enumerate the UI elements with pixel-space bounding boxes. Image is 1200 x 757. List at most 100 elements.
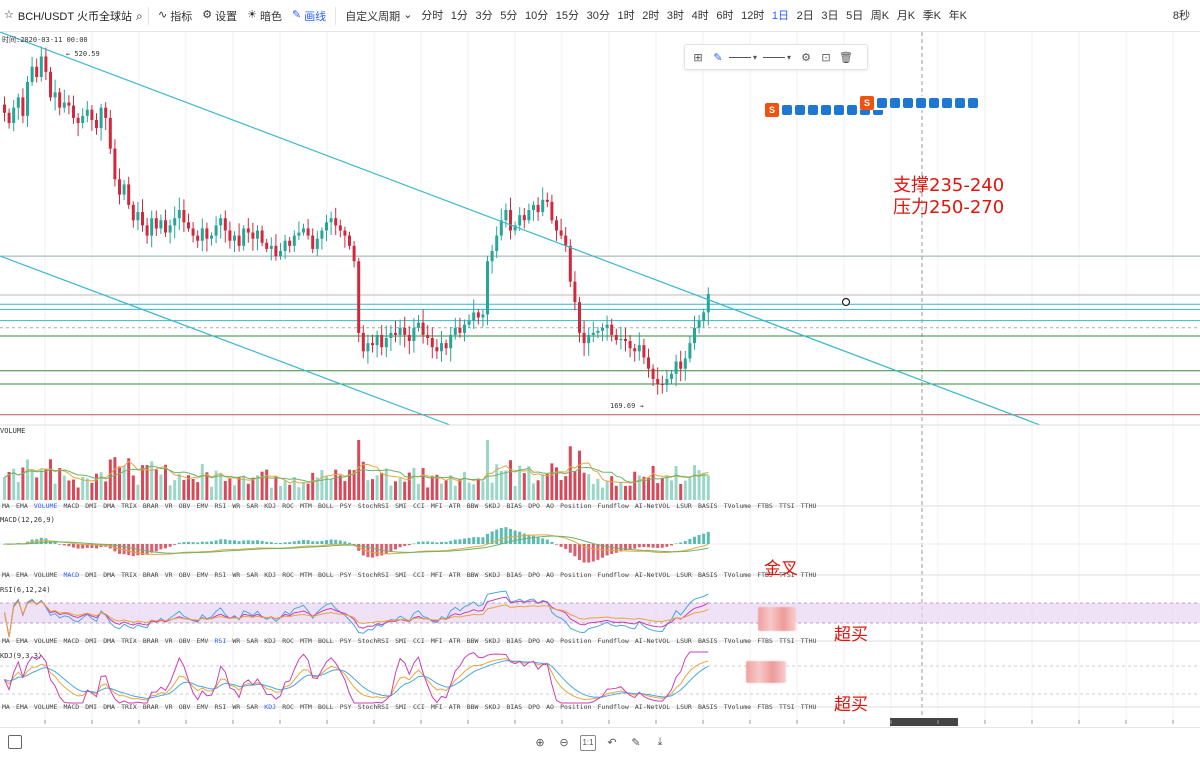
undo-icon[interactable]: ↶ — [607, 737, 617, 749]
interval-tab[interactable]: 年K — [948, 9, 967, 22]
interval-tab[interactable]: 12时 — [741, 9, 765, 22]
macd-histogram-bar — [509, 528, 512, 544]
interval-tab[interactable]: 1分 — [450, 9, 468, 22]
candle-body — [242, 228, 246, 246]
indicator-tab: TVolume — [724, 502, 751, 510]
volume-bar — [601, 487, 604, 500]
pen-tool-icon[interactable]: ✎ — [713, 51, 723, 64]
macd-histogram-bar — [173, 544, 177, 545]
volume-bar — [357, 440, 361, 500]
star-icon[interactable]: ☆ — [4, 9, 14, 21]
countdown-timer: 8秒 — [1173, 0, 1190, 32]
zoom-in-icon[interactable]: ⊕ — [535, 737, 545, 749]
download-icon[interactable]: ⤓ — [657, 736, 663, 748]
volume-bar — [504, 470, 508, 500]
edit-icon[interactable]: ✎ — [631, 737, 641, 749]
reset-zoom-icon[interactable]: 1:1 — [580, 734, 596, 751]
interval-tab[interactable]: 1日 — [771, 9, 790, 22]
interval-tab[interactable]: 2时 — [642, 9, 660, 22]
candle-body — [283, 240, 287, 251]
cursor-marker — [841, 297, 851, 307]
ime-tool-icon — [808, 105, 818, 115]
candle-body — [458, 327, 462, 333]
candle-body — [3, 104, 6, 113]
volume-bar — [545, 473, 549, 500]
volume-bar — [302, 482, 305, 500]
lock-icon[interactable]: ⊡ — [821, 51, 831, 64]
search-icon[interactable]: ⌕ — [135, 8, 143, 23]
interval-tab[interactable]: 3分 — [475, 9, 493, 22]
rsi-line — [4, 596, 709, 638]
macd-pane-label: MACD(12,26,9) — [0, 516, 55, 524]
indicator-tab: AI-NetVOL — [635, 637, 670, 645]
line-style-selector[interactable]: ▾ — [729, 48, 761, 66]
interval-tab[interactable]: 1时 — [617, 9, 635, 22]
zoom-out-icon[interactable]: ⊖ — [559, 737, 569, 749]
indicator-tab: WR — [232, 571, 240, 579]
interval-tab[interactable]: 季K — [922, 9, 942, 22]
interval-tab[interactable]: 4时 — [691, 9, 709, 22]
settings-tool-icon[interactable]: ⚙ — [801, 51, 811, 64]
dark-mode-button[interactable]: ☀ 暗色 — [242, 0, 287, 32]
interval-tab[interactable]: 30分 — [586, 9, 610, 22]
overbought-annotation: 超买 — [834, 625, 868, 645]
interval-tab[interactable]: 3时 — [666, 9, 685, 22]
interval-tab[interactable]: 分时 — [421, 9, 444, 22]
macd-dif-line — [4, 534, 709, 555]
candle-body — [214, 225, 218, 236]
interval-tab[interactable]: 月K — [896, 9, 916, 22]
macd-histogram-bar — [256, 540, 259, 544]
indicator-tab: RSI — [215, 637, 227, 645]
dark-mode-label: 暗色 — [259, 10, 282, 23]
volume-bar — [329, 479, 333, 500]
interval-tab[interactable]: 周K — [870, 9, 890, 22]
candle-body — [665, 378, 669, 386]
candle-body — [628, 341, 632, 349]
volume-bar — [12, 468, 16, 500]
interval-tab[interactable]: 5日 — [846, 9, 864, 22]
macd-histogram-bar — [141, 544, 144, 556]
chart-canvas[interactable]: 时间:2020-03-11 00:00 ← 520.59 169.69 → VOLUM… — [0, 32, 1200, 727]
candle-body — [173, 218, 177, 226]
chevron-down-icon: ⌄ — [403, 9, 413, 21]
volume-bar — [637, 475, 641, 500]
screenshot-icon[interactable] — [8, 735, 22, 749]
interval-tab[interactable]: 6时 — [716, 9, 734, 22]
indicator-tab: VR — [165, 703, 173, 711]
trash-icon[interactable]: 🗑 — [839, 51, 853, 64]
draw-line-button[interactable]: ✎ 画线 — [287, 0, 331, 32]
interval-tab[interactable]: 10分 — [524, 9, 549, 22]
macd-histogram-bar — [200, 541, 204, 544]
interval-tab[interactable]: 5分 — [500, 9, 518, 22]
custom-period-dropdown[interactable]: 自定义周期 ⌄ — [340, 0, 417, 32]
settings-button[interactable]: ⚙ 设置 — [197, 0, 242, 32]
indicator-tab: MFI — [431, 571, 443, 579]
trendline-upper[interactable] — [0, 32, 1041, 426]
interval-tab[interactable]: 15分 — [555, 9, 580, 22]
indicator-tab: SMI — [395, 502, 407, 510]
candle-body — [357, 261, 361, 333]
indicators-button[interactable]: ∿ 指标 — [153, 0, 197, 32]
macd-histogram-bar — [444, 541, 448, 544]
indicator-tab: TTHU — [801, 637, 817, 645]
volume-bar — [90, 482, 94, 500]
candle-body — [453, 327, 457, 335]
macd-histogram-bar — [697, 534, 701, 544]
interval-tab[interactable]: 3日 — [821, 9, 839, 22]
indicator-tab: LSUR — [676, 637, 692, 645]
indicator-tab: TRIX — [121, 703, 137, 711]
interval-tab[interactable]: 2日 — [796, 9, 814, 22]
trendline-lower[interactable] — [0, 255, 451, 426]
macd-histogram-bar — [279, 543, 282, 544]
macd-histogram-bar — [702, 533, 706, 544]
ime-tool-icon — [821, 105, 831, 115]
line-width-selector[interactable]: ▾ — [763, 48, 795, 66]
indicator-tab: SMI — [395, 637, 407, 645]
candle-body — [334, 218, 338, 226]
grid-icon[interactable]: ⊞ — [693, 51, 703, 64]
macd-histogram-bar — [320, 540, 324, 544]
volume-ma-line — [4, 465, 709, 483]
indicator-tab: KDJ — [264, 703, 276, 711]
indicator-tab: BIAS — [506, 703, 522, 711]
symbol-selector[interactable]: ☆ BCH/USDT 火币全球站 ⌕ — [4, 8, 144, 24]
